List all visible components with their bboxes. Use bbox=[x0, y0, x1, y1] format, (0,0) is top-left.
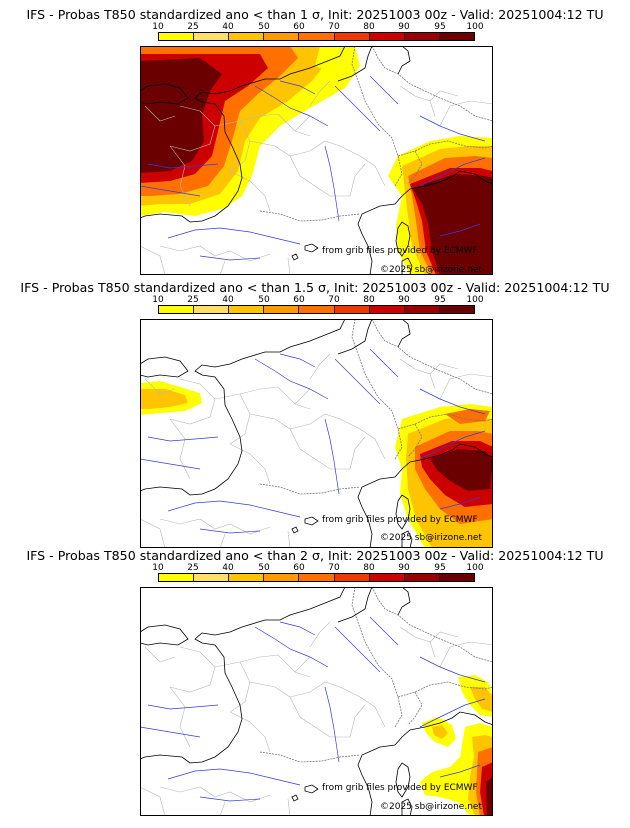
colorbar-bin bbox=[159, 306, 195, 313]
colorbar-tick-labels: 10 25 40 50 60 70 80 90 95 100 bbox=[0, 563, 630, 573]
panel-1: IFS - Probas T850 standardized ano < tha… bbox=[0, 8, 630, 276]
panel-2: IFS - Probas T850 standardized ano < tha… bbox=[0, 280, 630, 548]
colorbar-bin bbox=[264, 574, 300, 581]
colorbar-tick: 25 bbox=[187, 563, 199, 573]
colorbar-bin bbox=[439, 33, 474, 40]
colorbar-bin bbox=[229, 574, 265, 581]
colorbar-tick: 80 bbox=[363, 22, 375, 32]
colorbar-bin bbox=[404, 33, 440, 40]
colorbar-bin bbox=[194, 574, 230, 581]
panel-3: IFS - Probas T850 standardized ano < tha… bbox=[0, 549, 630, 821]
probability-shading bbox=[140, 381, 493, 548]
colorbar-tick: 40 bbox=[222, 563, 234, 573]
probability-shading bbox=[420, 675, 493, 816]
probability-map bbox=[140, 319, 493, 548]
colorbar-tick: 50 bbox=[258, 563, 270, 573]
colorbar bbox=[158, 32, 475, 41]
colorbar-tick: 90 bbox=[398, 295, 410, 305]
colorbar-tick: 25 bbox=[187, 295, 199, 305]
copyright-credit: ©2025 sb@irizone.net bbox=[380, 802, 482, 812]
colorbar-bin bbox=[334, 574, 370, 581]
colorbar-bin bbox=[404, 306, 440, 313]
colorbar-bin bbox=[299, 306, 335, 313]
colorbar-bin bbox=[229, 306, 265, 313]
colorbar-bin bbox=[194, 33, 230, 40]
colorbar-bin bbox=[369, 306, 405, 313]
colorbar-tick: 95 bbox=[434, 563, 446, 573]
colorbar-tick: 10 bbox=[152, 22, 164, 32]
colorbar-tick: 100 bbox=[466, 563, 484, 573]
colorbar-bin bbox=[299, 33, 335, 40]
data-credit: from grib files provided by ECMWF bbox=[322, 246, 478, 256]
colorbar-tick: 70 bbox=[328, 295, 340, 305]
colorbar-bin bbox=[439, 306, 474, 313]
colorbar-tick-labels: 10 25 40 50 60 70 80 90 95 100 bbox=[0, 22, 630, 32]
colorbar-tick: 40 bbox=[222, 22, 234, 32]
data-credit: from grib files provided by ECMWF bbox=[322, 515, 478, 525]
colorbar-bin bbox=[334, 306, 370, 313]
colorbar-tick: 100 bbox=[466, 295, 484, 305]
colorbar-bin bbox=[264, 306, 300, 313]
colorbar bbox=[158, 573, 475, 582]
colorbar-bin bbox=[334, 33, 370, 40]
data-credit: from grib files provided by ECMWF bbox=[322, 783, 478, 793]
colorbar-tick: 100 bbox=[466, 22, 484, 32]
colorbar-tick: 10 bbox=[152, 295, 164, 305]
colorbar-tick: 50 bbox=[258, 295, 270, 305]
colorbar-bin bbox=[159, 33, 195, 40]
colorbar-tick-labels: 10 25 40 50 60 70 80 90 95 100 bbox=[0, 295, 630, 305]
colorbar-tick: 50 bbox=[258, 22, 270, 32]
colorbar-bin bbox=[194, 306, 230, 313]
probability-map bbox=[140, 587, 493, 816]
colorbar-tick: 95 bbox=[434, 295, 446, 305]
colorbar-bin bbox=[264, 33, 300, 40]
colorbar-bin bbox=[404, 574, 440, 581]
colorbar-bin bbox=[439, 574, 474, 581]
colorbar-bin bbox=[369, 33, 405, 40]
colorbar-tick: 70 bbox=[328, 563, 340, 573]
colorbar-tick: 70 bbox=[328, 22, 340, 32]
colorbar-tick: 10 bbox=[152, 563, 164, 573]
colorbar-tick: 25 bbox=[187, 22, 199, 32]
probability-shading bbox=[140, 46, 493, 275]
colorbar-bin bbox=[159, 574, 195, 581]
panel-title: IFS - Probas T850 standardized ano < tha… bbox=[20, 280, 610, 295]
colorbar-tick: 95 bbox=[434, 22, 446, 32]
colorbar-tick: 60 bbox=[293, 295, 305, 305]
colorbar-tick: 60 bbox=[293, 22, 305, 32]
colorbar-bin bbox=[369, 574, 405, 581]
panel-title: IFS - Probas T850 standardized ano < tha… bbox=[26, 7, 604, 22]
copyright-credit: ©2025 sb@irizone.net bbox=[380, 265, 482, 275]
colorbar-bin bbox=[229, 33, 265, 40]
colorbar-bin bbox=[299, 574, 335, 581]
colorbar-tick: 80 bbox=[363, 295, 375, 305]
colorbar-tick: 90 bbox=[398, 22, 410, 32]
copyright-credit: ©2025 sb@irizone.net bbox=[380, 533, 482, 543]
colorbar-tick: 40 bbox=[222, 295, 234, 305]
colorbar-tick: 80 bbox=[363, 563, 375, 573]
colorbar-tick: 90 bbox=[398, 563, 410, 573]
panel-title: IFS - Probas T850 standardized ano < tha… bbox=[26, 548, 604, 563]
probability-map bbox=[140, 46, 493, 275]
colorbar-tick: 60 bbox=[293, 563, 305, 573]
colorbar bbox=[158, 305, 475, 314]
